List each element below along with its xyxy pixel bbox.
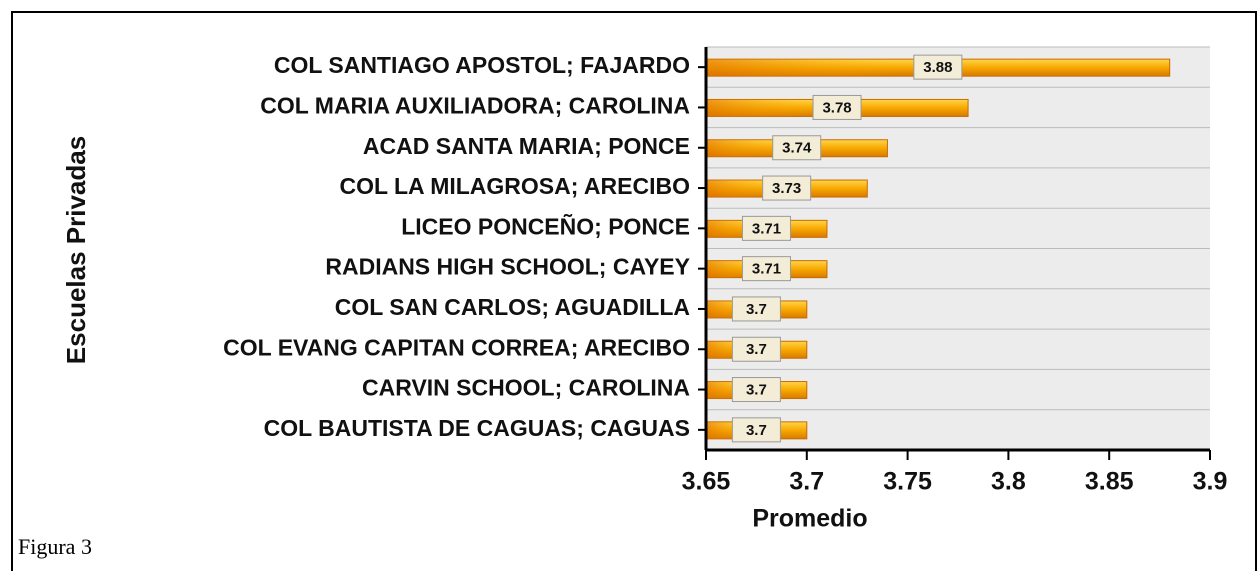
x-tick-label: 3.7 [789,468,824,496]
y-tick-label: ACAD SANTA MARIA; PONCE [363,133,690,159]
y-tick-label: COL BAUTISTA DE CAGUAS; CAGUAS [264,415,690,441]
y-tick-label: COL LA MILAGROSA; ARECIBO [339,173,690,199]
value-label-box [731,377,781,403]
value-label: 3.71 [752,261,781,278]
y-tick-label: COL SANTIAGO APOSTOL; FAJARDO [274,52,690,78]
value-label-box [812,94,862,120]
y-tick-label: CARVIN SCHOOL; CAROLINA [362,375,690,401]
value-label: 3.7 [746,382,767,399]
value-label-box [741,215,791,241]
y-tick-label: RADIANS HIGH SCHOOL; CAYEY [325,254,690,280]
x-tick-label: 3.85 [1085,468,1134,496]
value-label: 3.7 [746,422,767,439]
value-label: 3.78 [822,99,851,116]
x-axis-label: Promedio [752,505,867,533]
value-label: 3.71 [752,220,781,237]
x-tick-label: 3.9 [1193,468,1228,496]
x-tick-label: 3.75 [883,468,932,496]
value-label: 3.74 [782,140,812,157]
value-label-box [741,256,791,282]
x-tick-label: 3.65 [682,468,731,496]
value-label-box [731,296,781,322]
caption: Figura 3 [18,534,92,559]
value-label-box [772,135,822,161]
value-label: 3.7 [746,341,767,358]
y-tick-label: LICEO PONCEÑO; PONCE [401,212,690,239]
value-label: 3.7 [746,301,767,318]
x-tick-label: 3.8 [991,468,1026,496]
value-label-box [731,336,781,362]
y-tick-label: COL MARIA AUXILIADORA; CAROLINA [260,93,690,119]
y-tick-label: COL SAN CARLOS; AGUADILLA [335,294,690,320]
value-label: 3.88 [923,59,952,76]
value-label: 3.73 [772,180,801,197]
value-label-box [762,175,812,201]
value-label-box [913,54,963,80]
y-tick-label: COL EVANG CAPITAN CORREA; ARECIBO [223,334,690,360]
value-label-box [731,417,781,443]
y-axis-label: Escuelas Privadas [61,136,91,364]
